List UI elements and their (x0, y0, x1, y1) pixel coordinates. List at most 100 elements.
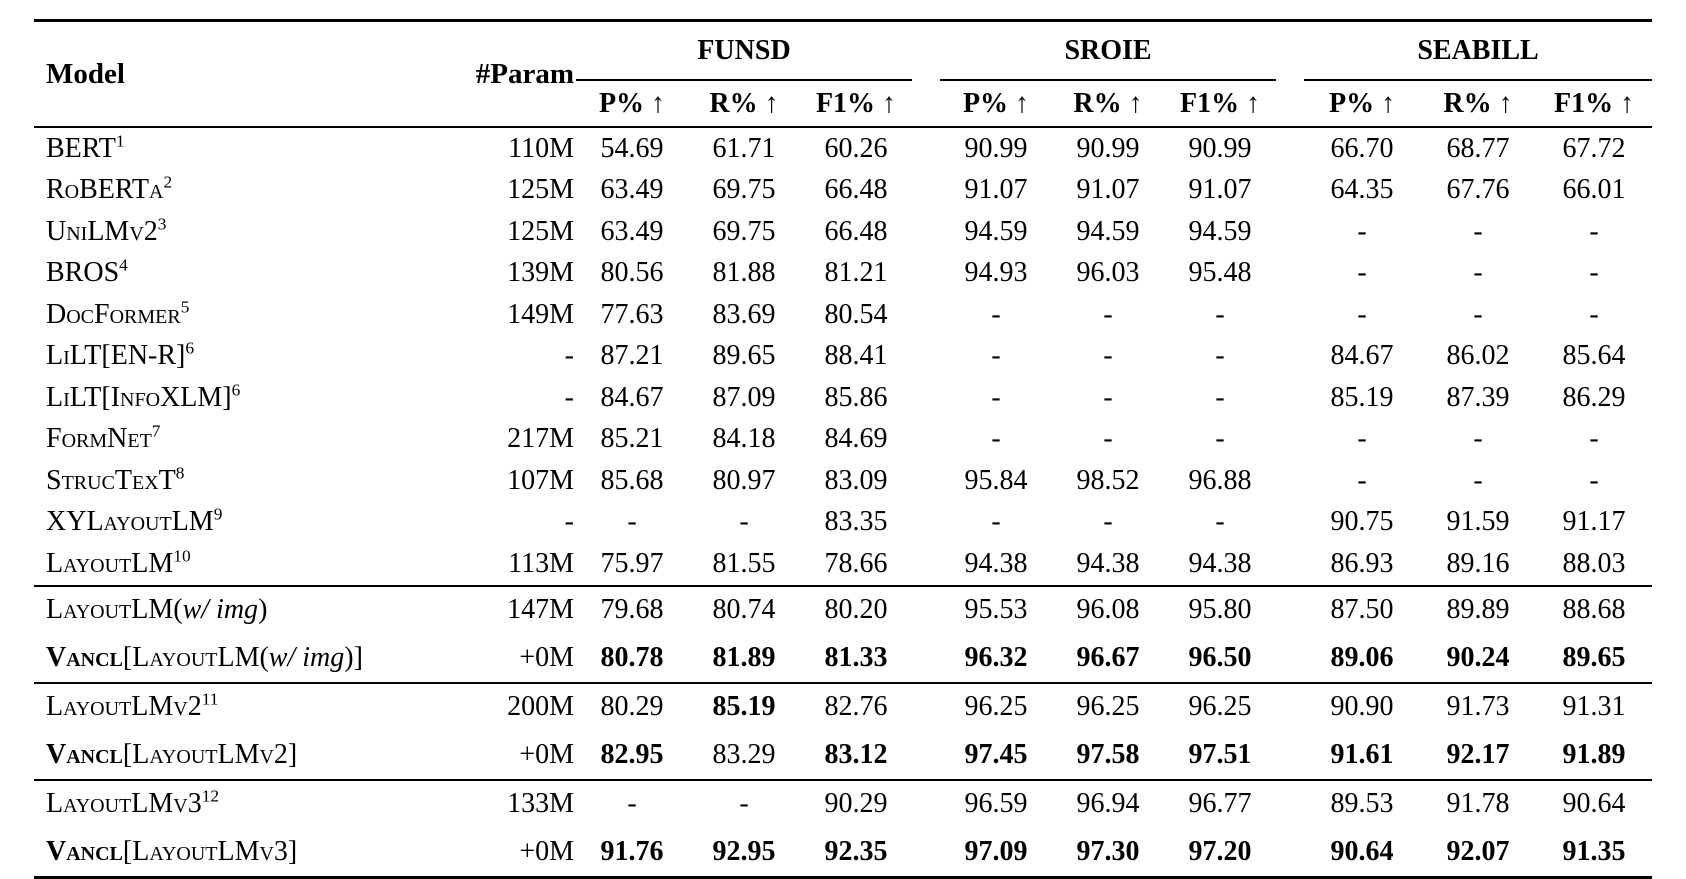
column-gap (912, 170, 940, 212)
metric-cell: 95.80 (1188, 594, 1252, 626)
col-header-funsd-r: R% ↑ (709, 87, 779, 119)
metric-cell: 92.07 (1446, 835, 1510, 867)
model-name: StrucTexT (46, 464, 176, 496)
metric-cell: 90.90 (1330, 691, 1394, 723)
metric-cell: 96.03 (1076, 257, 1140, 289)
metric-cell: 96.32 (964, 641, 1028, 673)
metric-cell: 97.20 (1188, 835, 1252, 867)
model-cell: LayoutLM(w/ img) (34, 586, 470, 635)
param-cell: +0M (519, 835, 574, 867)
metric-cell: 81.55 (712, 547, 776, 579)
model-name: Vancl[LayoutLMv3] (46, 835, 298, 867)
column-gap (912, 780, 940, 829)
model-footnote-ref: 6 (185, 338, 195, 358)
metric-cell: 89.06 (1330, 641, 1394, 673)
model-name: LayoutLM(w/ img) (46, 594, 268, 626)
model-name: LiLT[EN-R] (46, 340, 186, 372)
metric-cell: 94.93 (964, 257, 1028, 289)
table-section: LayoutLMv211 200M 80.29 85.19 82.76 96.25 96… (34, 682, 1653, 780)
metric-cell: 83.69 (712, 298, 776, 330)
model-cell: LayoutLMv312 (34, 780, 470, 829)
model-footnote-ref: 1 (115, 131, 125, 151)
param-cell: 147M (507, 594, 574, 626)
column-gap (912, 460, 940, 502)
metric-cell: 91.78 (1446, 788, 1510, 820)
group-header-sroie: SROIE (940, 20, 1277, 81)
column-gap (912, 211, 940, 253)
param-cell: 133M (507, 788, 574, 820)
metric-cell: 88.68 (1562, 594, 1626, 626)
model-footnote-ref: 8 (175, 463, 185, 483)
metric-cell: 96.67 (1076, 641, 1140, 673)
table-row: Vancl[LayoutLM(w/ img)] +0M 80.78 81.89 81… (34, 634, 1652, 683)
metric-cell: 94.38 (964, 547, 1028, 579)
metric-cell: 91.07 (1076, 174, 1140, 206)
col-header-sroie-r: R% ↑ (1073, 87, 1143, 119)
model-footnote-ref: 2 (163, 172, 173, 192)
metric-cell: - (1103, 423, 1113, 455)
metric-cell: 96.25 (1076, 691, 1140, 723)
model-cell: Vancl[LayoutLMv2] (34, 731, 470, 780)
metric-cell: 80.97 (712, 464, 776, 496)
table-row: LiLT[InfoXLM]6 - 84.67 87.09 85.86 - - - 85.19… (34, 377, 1652, 419)
metric-cell: 87.21 (600, 340, 664, 372)
table-row: StrucTexT8 107M 85.68 80.97 83.09 95.84 98.5… (34, 460, 1652, 502)
metric-cell: - (1473, 298, 1483, 330)
metric-cell: - (991, 506, 1001, 538)
table-row: RoBERTa2 125M 63.49 69.75 66.48 91.07 91.07 9… (34, 170, 1652, 212)
col-header-seabill-p: P% ↑ (1328, 87, 1396, 119)
column-gap (1276, 543, 1304, 586)
metric-cell: - (1589, 464, 1599, 496)
metric-cell: 85.19 (1330, 381, 1394, 413)
metric-cell: 96.77 (1188, 788, 1252, 820)
table-row: DocFormer5 149M 77.63 83.69 80.54 - - - - - - (34, 294, 1652, 336)
metric-cell: 91.35 (1562, 835, 1626, 867)
column-gap (1276, 780, 1304, 829)
metric-cell: 81.33 (824, 641, 888, 673)
metric-cell: 85.19 (712, 691, 776, 723)
col-header-funsd-p: P% ↑ (598, 87, 666, 119)
metric-cell: - (1589, 215, 1599, 247)
metric-cell: 96.25 (964, 691, 1028, 723)
metric-cell: - (1357, 423, 1367, 455)
metric-cell: 63.49 (600, 174, 664, 206)
column-gap (912, 634, 940, 683)
table-row: LiLT[EN-R]6 - 87.21 89.65 88.41 - - - 84.67 86.… (34, 336, 1652, 378)
group-header-funsd: FUNSD (576, 20, 913, 81)
column-gap (1276, 586, 1304, 635)
metric-cell: - (991, 298, 1001, 330)
metric-cell: - (739, 506, 749, 538)
model-cell: LayoutLM10 (34, 543, 470, 586)
metric-cell: - (1215, 340, 1225, 372)
metric-cell: 66.01 (1562, 174, 1626, 206)
metric-cell: 96.08 (1076, 594, 1140, 626)
metric-cell: 83.12 (824, 738, 888, 770)
metric-cell: - (1103, 340, 1113, 372)
model-footnote-ref: 5 (180, 297, 190, 317)
table-row: Vancl[LayoutLMv3] +0M 91.76 92.95 92.35 97.… (34, 828, 1652, 877)
param-cell: 217M (507, 423, 574, 455)
metric-cell: 92.35 (824, 835, 888, 867)
metric-cell: - (1103, 381, 1113, 413)
metric-cell: 94.59 (1076, 215, 1140, 247)
metric-cell: 84.18 (712, 423, 776, 455)
metric-cell: 91.76 (600, 835, 664, 867)
metric-cell: 91.07 (964, 174, 1028, 206)
param-cell: 113M (508, 547, 574, 579)
metric-cell: 80.29 (600, 691, 664, 723)
metric-cell: 97.45 (964, 738, 1028, 770)
metric-cell: - (991, 381, 1001, 413)
model-footnote-ref: 3 (157, 214, 167, 234)
metric-cell: 87.50 (1330, 594, 1394, 626)
metric-cell: 90.29 (824, 788, 888, 820)
metric-cell: 90.64 (1562, 788, 1626, 820)
metric-cell: 87.09 (712, 381, 776, 413)
metric-cell: 96.59 (964, 788, 1028, 820)
model-name: UniLMv2 (46, 215, 158, 247)
metric-cell: - (1215, 506, 1225, 538)
metric-cell: 89.65 (712, 340, 776, 372)
metric-cell: 69.75 (712, 174, 776, 206)
metric-cell: - (1473, 215, 1483, 247)
table-row: FormNet7 217M 85.21 84.18 84.69 - - - - - - (34, 419, 1652, 461)
metric-cell: 81.21 (824, 257, 888, 289)
